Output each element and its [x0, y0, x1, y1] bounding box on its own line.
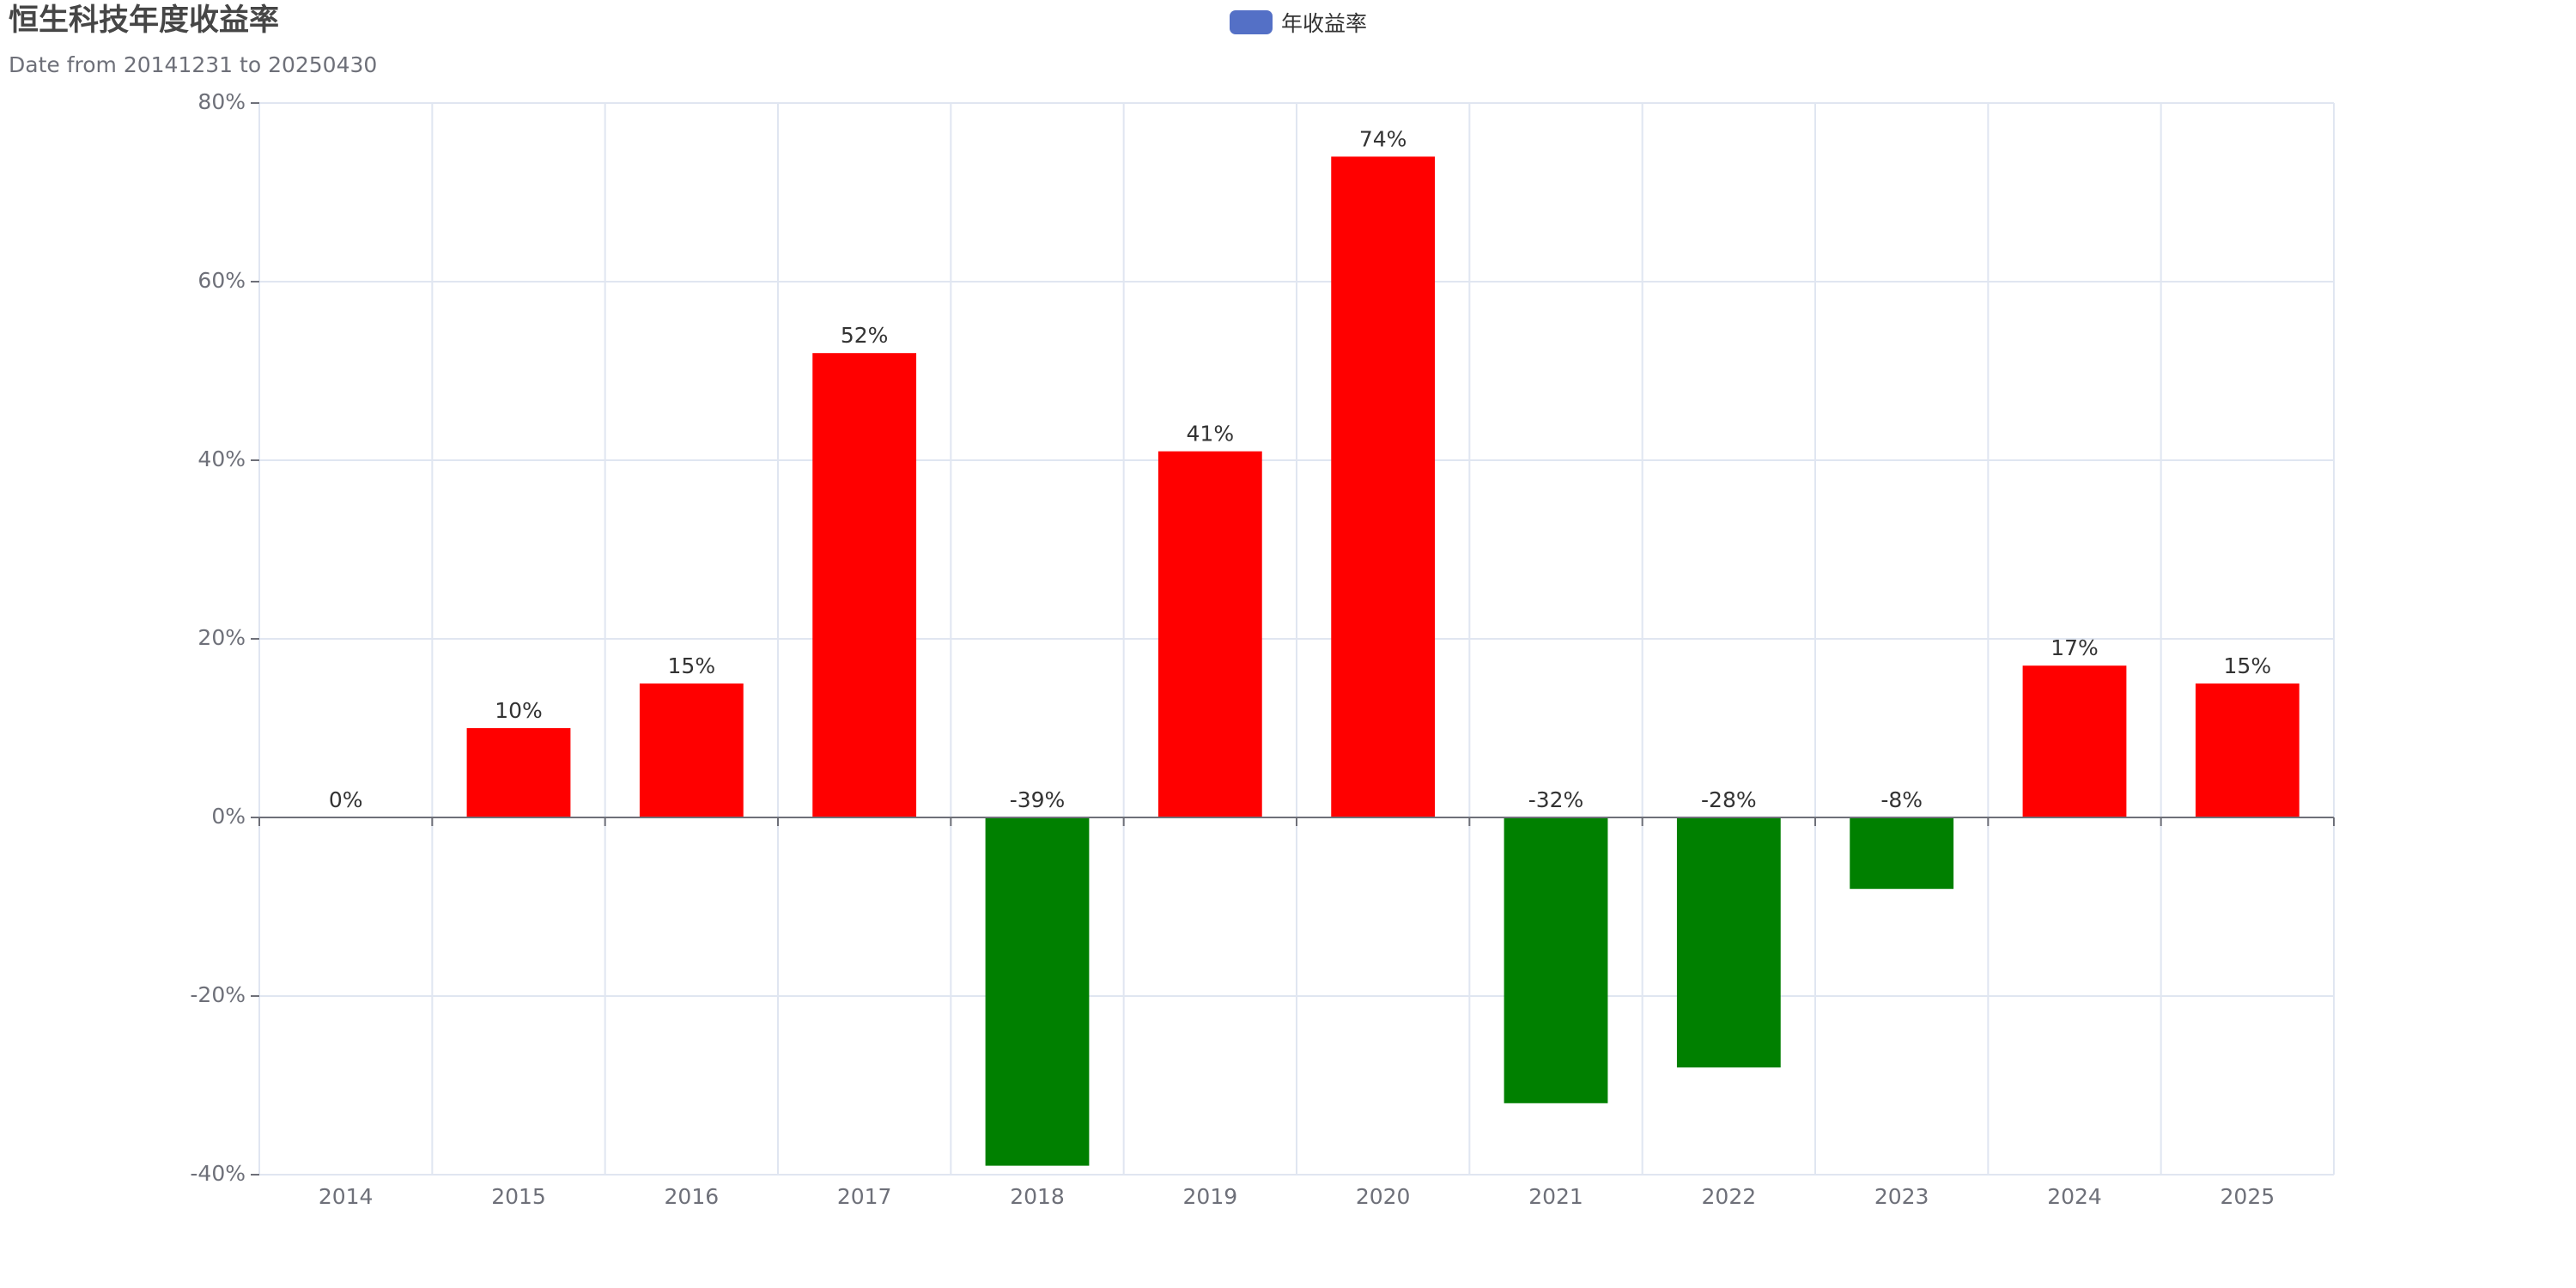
bar-2022 [1676, 817, 1781, 1068]
y-tick-label: 40% [197, 447, 246, 471]
y-tick-label: -40% [190, 1161, 246, 1186]
x-tick-label: 2021 [1528, 1184, 1583, 1209]
bar-2015 [466, 728, 571, 817]
x-tick-label: 2016 [665, 1184, 720, 1209]
bar-2025 [2195, 683, 2300, 817]
x-tick-label: 2017 [837, 1184, 892, 1209]
y-tick-label: 20% [197, 625, 246, 650]
bar-value-label: 15% [668, 653, 716, 678]
chart-title: 恒生科技年度收益率 [9, 3, 280, 38]
x-tick-label: 2018 [1010, 1184, 1065, 1209]
bar-2017 [812, 353, 917, 817]
bar-value-label: 74% [1359, 126, 1407, 151]
bar-2018 [985, 817, 1090, 1166]
x-tick-label: 2015 [491, 1184, 546, 1209]
bar-value-label: 52% [841, 323, 889, 348]
y-tick-label: -20% [190, 982, 246, 1007]
bar-value-label: 41% [1187, 422, 1235, 447]
bar-2021 [1504, 817, 1608, 1103]
x-tick-label: 2023 [1874, 1184, 1929, 1209]
bar-value-label: 0% [329, 787, 363, 812]
y-tick-label: 0% [211, 804, 246, 829]
bar-2023 [1850, 817, 1954, 890]
bar-value-label: -39% [1010, 787, 1066, 812]
x-tick-label: 2024 [2047, 1184, 2102, 1209]
bar-2019 [1157, 451, 1262, 817]
bar-value-label: 15% [2224, 653, 2272, 678]
x-tick-label: 2014 [319, 1184, 374, 1209]
bar-value-label: -28% [1701, 787, 1757, 812]
bar-value-label: -8% [1880, 787, 1923, 812]
x-tick-label: 2019 [1183, 1184, 1238, 1209]
bar-value-label: 10% [495, 698, 543, 723]
legend-swatch [1230, 10, 1273, 34]
x-tick-label: 2022 [1702, 1184, 1757, 1209]
y-tick-label: 60% [197, 268, 246, 293]
bar-2020 [1331, 156, 1436, 817]
bar-2016 [639, 683, 744, 817]
bar-value-label: 17% [2050, 635, 2099, 660]
x-tick-label: 2020 [1356, 1184, 1411, 1209]
y-tick-label: 80% [197, 89, 246, 114]
bar-2024 [2022, 665, 2127, 817]
legend-label: 年收益率 [1281, 11, 1368, 36]
legend[interactable]: 年收益率 [1230, 7, 1367, 38]
bar-value-label: -32% [1528, 787, 1584, 812]
x-tick-label: 2025 [2221, 1184, 2275, 1209]
chart-subtitle: Date from 20141231 to 20250430 [9, 52, 378, 77]
